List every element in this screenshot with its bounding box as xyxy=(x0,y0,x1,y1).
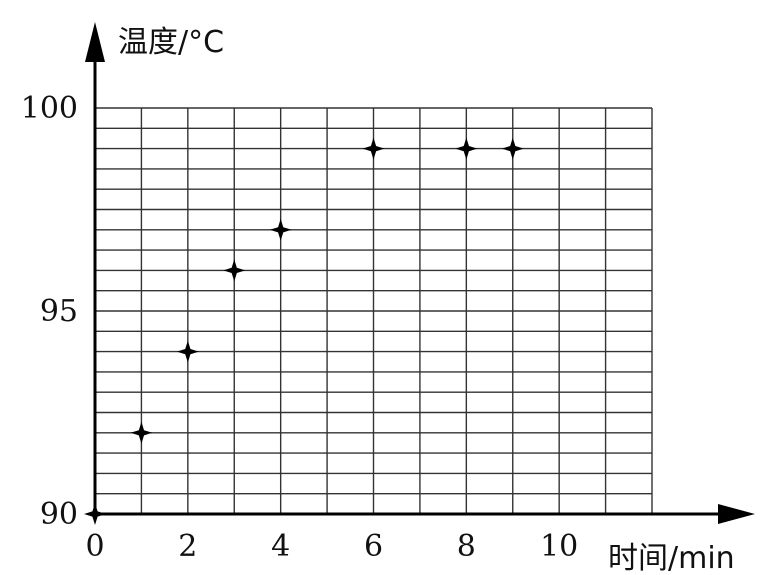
x-tick-label: 10 xyxy=(540,529,578,564)
data-points xyxy=(84,137,524,525)
x-tick-label: 4 xyxy=(271,529,290,564)
data-point xyxy=(455,137,478,160)
y-tick-labels: 90 95 100 xyxy=(21,91,78,532)
data-point xyxy=(130,421,153,444)
x-tick-labels: 0 2 4 6 8 10 xyxy=(85,529,578,564)
axes xyxy=(85,22,755,524)
data-point xyxy=(84,503,106,525)
grid xyxy=(94,107,653,515)
x-tick-label: 0 xyxy=(85,529,104,564)
data-point xyxy=(223,259,246,282)
x-axis-title: 时间/min xyxy=(608,541,735,575)
y-axis-arrow xyxy=(85,22,105,62)
x-axis-arrow xyxy=(718,504,755,524)
data-point xyxy=(362,137,385,160)
data-point xyxy=(176,340,199,363)
data-point xyxy=(501,137,524,160)
y-tick-label: 90 xyxy=(40,497,78,532)
x-tick-label: 8 xyxy=(457,529,476,564)
data-point xyxy=(269,218,292,241)
y-tick-label: 100 xyxy=(21,91,78,126)
y-tick-label: 95 xyxy=(40,294,78,329)
y-axis-title: 温度/°C xyxy=(118,25,224,60)
x-tick-label: 2 xyxy=(178,529,197,564)
x-tick-label: 6 xyxy=(364,529,383,564)
